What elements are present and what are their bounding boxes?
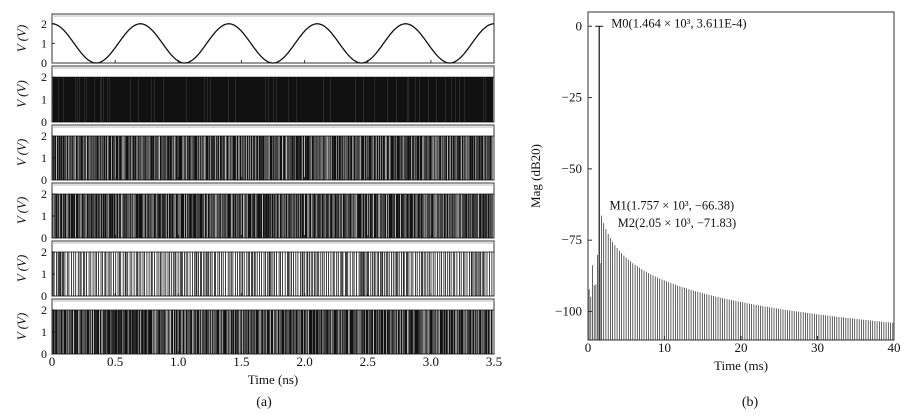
y-tick-label: 1 <box>41 325 47 339</box>
digital-signal <box>52 136 493 180</box>
y-axis-label: V (V) <box>14 80 29 108</box>
y-tick-label: 1 <box>41 93 47 107</box>
digital-signal <box>52 77 494 122</box>
x-axis-label: Time (ms) <box>714 358 768 373</box>
y-tick-label: 2 <box>41 303 47 317</box>
y-axis-label: Mag (dB20) <box>528 144 543 208</box>
x-tick-label: 0 <box>49 354 56 369</box>
sine-wave <box>52 23 494 64</box>
panel-a-time-domain: 0 1 2 V (V) 0 1 2 V (V) 0 1 2 V (V) 0 1 2 V (V) 0 1 2 V (V)… <box>14 13 502 387</box>
y-tick-label: −100 <box>555 303 582 318</box>
x-tick-label: 2.5 <box>360 354 376 369</box>
x-tick-label: 3.0 <box>423 354 439 369</box>
y-tick-label: 1 <box>41 209 47 223</box>
y-axis-label: V (V) <box>14 255 29 283</box>
y-axis-label: V (V) <box>14 139 29 167</box>
y-tick-label: 1 <box>41 267 47 281</box>
x-tick-label: 0.5 <box>107 354 123 369</box>
y-tick-label: 2 <box>41 70 47 84</box>
x-tick-label: 0 <box>585 340 592 355</box>
digital-signal <box>52 310 493 354</box>
x-tick-label: 1.0 <box>170 354 186 369</box>
x-tick-label: 30 <box>811 340 824 355</box>
marker-label: M1(1.757 × 10³, −66.38) <box>609 199 734 213</box>
x-tick-label: 40 <box>888 340 901 355</box>
y-tick-label: 1 <box>41 151 47 165</box>
y-tick-label: 0 <box>41 173 47 187</box>
y-tick-label: 2 <box>41 17 47 31</box>
x-tick-label: 10 <box>658 340 671 355</box>
x-axis-label: Time (ns) <box>248 372 298 387</box>
y-axis-label: V (V) <box>14 25 29 53</box>
x-tick-label: 20 <box>735 340 748 355</box>
subplot-frame <box>51 13 495 64</box>
y-axis-label: V (V) <box>14 197 29 225</box>
digital-signal <box>52 194 494 238</box>
marker-label: M2(2.05 × 10³, −71.83) <box>618 216 737 230</box>
panel-b-spectrum: 0 −25 −50 −75 −100 Mag (dB20) 0 10 20 30 40 Time (m… <box>528 11 901 373</box>
spectrum-bars <box>588 215 894 340</box>
digital-signal <box>52 252 493 296</box>
y-tick-label: −50 <box>562 161 582 176</box>
caption-a: (a) <box>256 395 272 410</box>
y-tick-label: 2 <box>41 129 47 143</box>
x-tick-label: 1.5 <box>233 354 249 369</box>
y-tick-label: 2 <box>41 245 47 259</box>
y-tick-label: 0 <box>41 231 47 245</box>
y-tick-label: 0 <box>576 18 583 33</box>
y-tick-label: 0 <box>41 289 47 303</box>
y-axis-label: V (V) <box>14 313 29 341</box>
y-tick-label: 0 <box>41 56 47 70</box>
caption-b: (b) <box>741 395 759 410</box>
y-tick-label: −25 <box>562 90 582 105</box>
y-tick-label: 0 <box>41 115 47 129</box>
x-tick-label: 2.0 <box>296 354 312 369</box>
y-tick-label: 1 <box>41 36 47 50</box>
y-tick-label: −75 <box>562 232 582 247</box>
x-tick-label: 3.5 <box>486 354 502 369</box>
marker-label: M0(1.464 × 10³, 3.611E-4) <box>611 16 746 30</box>
plot-frame <box>587 11 895 341</box>
y-tick-label: 0 <box>41 347 47 361</box>
y-tick-label: 2 <box>41 187 47 201</box>
